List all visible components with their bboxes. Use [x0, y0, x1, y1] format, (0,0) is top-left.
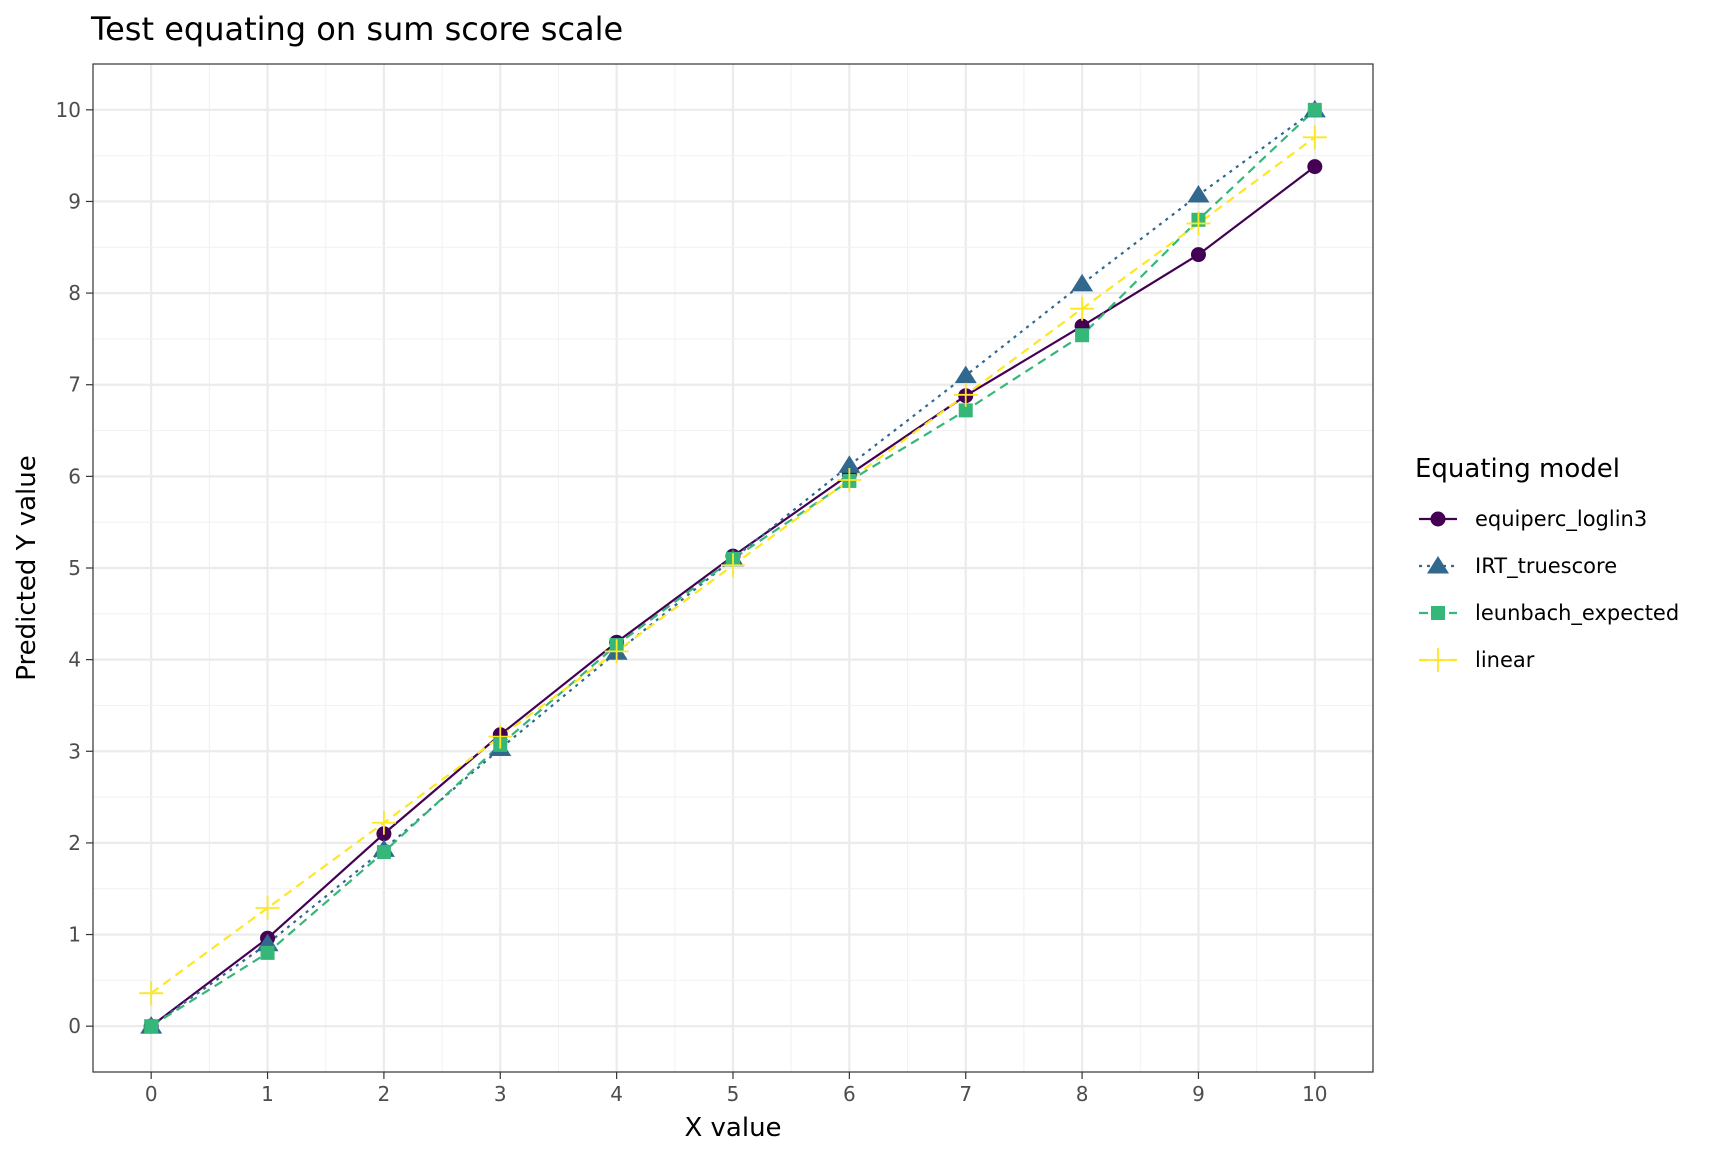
x-tick-label: 6	[843, 1082, 856, 1106]
x-tick-label: 10	[1302, 1082, 1327, 1106]
y-tick-label: 2	[68, 831, 81, 855]
data-point-equiperc_loglin3	[1307, 159, 1323, 175]
x-tick-label: 0	[145, 1082, 158, 1106]
x-tick-label: 4	[610, 1082, 623, 1106]
x-tick-label: 8	[1076, 1082, 1089, 1106]
data-point-IRT_truescore	[838, 455, 861, 473]
y-tick-label: 9	[68, 189, 81, 213]
data-point-IRT_truescore	[1187, 185, 1210, 203]
x-tick-label: 3	[494, 1082, 507, 1106]
legend-label: equiperc_loglin3	[1475, 507, 1647, 532]
data-point-linear	[139, 981, 164, 1006]
y-tick-label: 8	[68, 281, 81, 305]
x-axis-title: X value	[684, 1113, 781, 1143]
legend: Equating model equiperc_loglin3 IRT_trues…	[1415, 454, 1679, 672]
y-tick-label: 5	[68, 556, 81, 580]
y-tick-label: 10	[56, 98, 81, 122]
legend-key-marker	[1430, 511, 1446, 527]
legend-key-marker	[1431, 606, 1445, 620]
legend-key-marker	[1426, 648, 1450, 672]
data-point-leunbach_expected	[1307, 102, 1322, 117]
data-point-leunbach_expected	[144, 1019, 159, 1034]
data-point-linear	[721, 553, 745, 578]
x-tick-label: 2	[378, 1082, 391, 1106]
data-point-equiperc_loglin3	[1190, 247, 1206, 263]
data-point-linear	[488, 724, 513, 749]
data-point-leunbach_expected	[958, 403, 973, 418]
y-tick-label: 7	[68, 373, 81, 397]
legend-item-IRT_truescore: IRT_truescore	[1419, 554, 1617, 579]
data-point-IRT_truescore	[1071, 273, 1094, 292]
data-point-linear	[604, 639, 629, 664]
legend-key-marker	[1427, 556, 1449, 574]
data-point-leunbach_expected	[1075, 328, 1090, 343]
grid-lines	[93, 64, 1373, 1072]
y-tick-label: 3	[68, 739, 81, 763]
y-tick-label: 0	[68, 1014, 81, 1038]
x-tick-label: 5	[727, 1082, 740, 1106]
x-tick-label: 7	[959, 1082, 972, 1106]
data-point-leunbach_expected	[260, 945, 275, 960]
data-point-linear	[1070, 296, 1095, 321]
legend-item-linear: linear	[1419, 648, 1535, 672]
data-point-linear	[837, 468, 862, 493]
data-point-linear	[255, 895, 280, 920]
data-point-linear	[1186, 211, 1211, 236]
legend-title: Equating model	[1415, 454, 1620, 484]
data-point-leunbach_expected	[376, 845, 391, 860]
series-line-leunbach_expected	[150, 109, 1316, 1028]
chart-title: Test equating on sum score scale	[90, 10, 623, 48]
data-point-IRT_truescore	[954, 365, 977, 384]
legend-label: linear	[1475, 648, 1535, 672]
legend-label: leunbach_expected	[1475, 601, 1679, 626]
y-tick-label: 6	[68, 464, 81, 488]
y-axis-title: Predicted Y value	[12, 455, 42, 680]
y-tick-label: 4	[68, 648, 81, 672]
data-point-linear	[953, 382, 978, 407]
x-tick-label: 1	[261, 1082, 274, 1106]
data-point-linear	[1302, 125, 1327, 150]
x-axis-ticks: 0 1 2 3 4 5 6 7 8 9 10	[145, 1072, 1328, 1106]
series-markers	[139, 99, 1327, 1034]
data-point-linear	[371, 810, 396, 835]
legend-label: IRT_truescore	[1475, 554, 1617, 579]
y-tick-label: 1	[68, 923, 81, 947]
legend-items: equiperc_loglin3 IRT_truescore leunbach_ex…	[1419, 507, 1679, 672]
x-tick-label: 9	[1192, 1082, 1205, 1106]
legend-item-leunbach_expected: leunbach_expected	[1419, 601, 1679, 626]
legend-item-equiperc_loglin3: equiperc_loglin3	[1419, 507, 1647, 532]
y-axis-ticks: 0 1 2 3 4 5 6 7 8 9 10	[56, 98, 93, 1038]
